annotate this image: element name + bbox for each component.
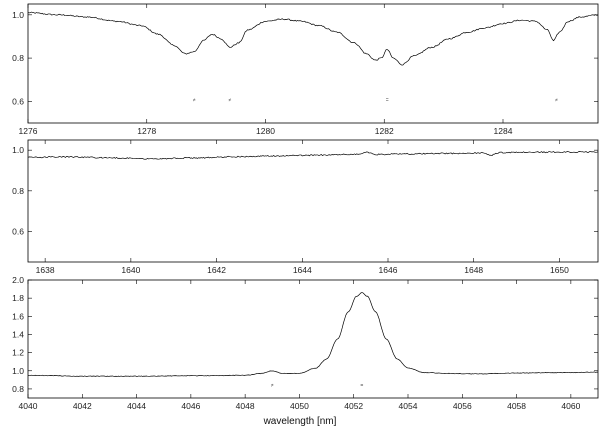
x-tick-label: 1644	[293, 265, 312, 275]
y-tick-label: 0.8	[12, 384, 24, 394]
x-tick-label: 1642	[207, 265, 226, 275]
x-tick-label: 1276	[19, 126, 38, 136]
line-marker: ≠	[193, 97, 196, 103]
y-tick-label: 0.8	[12, 53, 24, 63]
y-tick-label: 0.6	[12, 227, 24, 237]
x-tick-label: 1284	[494, 126, 513, 136]
line-marker: =	[360, 383, 363, 389]
y-tick-label: 1.0	[12, 10, 24, 20]
line-marker: ≠	[555, 97, 558, 103]
x-tick-label: 1280	[256, 126, 275, 136]
x-tick-label: 1648	[464, 265, 483, 275]
x-tick-label: 4056	[453, 401, 472, 411]
panel-2: 1638 1640 1642 1644 1646 1648 1650 0.6 0.8 1.0	[12, 139, 599, 275]
y-tick-label: 1.4	[12, 329, 24, 339]
spectrum-line-3	[28, 292, 598, 377]
y-tick-label: 0.6	[12, 96, 24, 106]
y-tick-label: 1.2	[12, 348, 24, 358]
panel-3: 4040 4042 4044 4046 4048 4050 4052 4054 4056 4058…	[12, 275, 599, 411]
line-marker: =	[386, 97, 389, 103]
spectrum-line-2	[28, 151, 598, 160]
x-tick-label: 4046	[181, 401, 200, 411]
x-tick-label: 4050	[290, 401, 309, 411]
x-tick-label: 1282	[375, 126, 394, 136]
spectrum-line-1	[28, 11, 598, 66]
x-tick-label: 1278	[137, 126, 156, 136]
x-tick-label: 4052	[344, 401, 363, 411]
line-marker: ≠	[271, 383, 274, 389]
x-tick-label: 4044	[127, 401, 146, 411]
x-tick-label: 4058	[507, 401, 526, 411]
x-tick-label: 1650	[550, 265, 569, 275]
y-tick-label: 1.6	[12, 311, 24, 321]
panel-2-frame	[27, 139, 599, 263]
panel-1: 1276 1278 1280 1282 1284 0.6 0.8 1.0 ≠ ≠ = ≠	[12, 3, 599, 136]
y-tick-label: 1.0	[12, 145, 24, 155]
x-tick-label: 4048	[236, 401, 255, 411]
panel-3-frame	[27, 279, 599, 399]
y-tick-label: 1.0	[12, 366, 24, 376]
y-tick-label: 1.8	[12, 293, 24, 303]
y-tick-label: 0.8	[12, 186, 24, 196]
line-marker: ≠	[229, 97, 232, 103]
x-tick-label: 1640	[121, 265, 140, 275]
y-tick-label: 2.0	[12, 275, 24, 285]
x-tick-label: 4060	[561, 401, 580, 411]
x-tick-label: 1646	[379, 265, 398, 275]
x-tick-label: 4042	[73, 401, 92, 411]
panel-1-frame	[27, 3, 599, 124]
x-tick-label: 4040	[19, 401, 38, 411]
x-axis-title: wavelength [nm]	[263, 416, 337, 427]
x-tick-label: 4054	[399, 401, 418, 411]
x-tick-label: 1638	[36, 265, 55, 275]
